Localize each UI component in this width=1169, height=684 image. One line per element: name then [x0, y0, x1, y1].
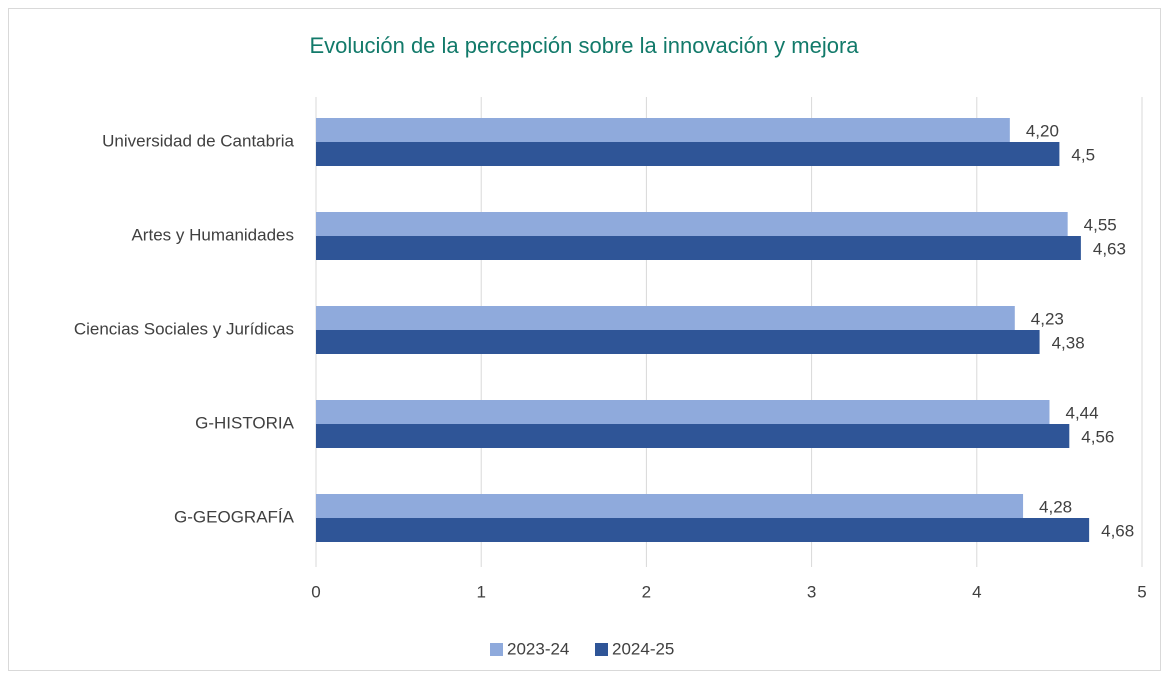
bar [316, 400, 1050, 424]
y-tick-label: G-GEOGRAFÍA [174, 507, 295, 526]
bar [316, 142, 1060, 166]
bar [316, 306, 1015, 330]
legend-label: 2023-24 [507, 639, 569, 658]
data-label: 4,44 [1065, 403, 1098, 422]
data-label: 4,56 [1081, 427, 1114, 446]
x-tick-label: 1 [476, 582, 485, 601]
bar [316, 118, 1010, 142]
y-tick-label: Universidad de Cantabria [102, 131, 294, 150]
chart-title: Evolución de la percepción sobre la inno… [309, 33, 859, 58]
bar [316, 518, 1090, 542]
bar [316, 330, 1040, 354]
legend-swatch [595, 643, 608, 656]
data-label: 4,55 [1084, 215, 1117, 234]
x-tick-label: 4 [972, 582, 981, 601]
y-tick-label: Artes y Humanidades [131, 225, 294, 244]
data-label: 4,38 [1052, 333, 1085, 352]
data-label: 4,20 [1026, 121, 1059, 140]
x-tick-label: 2 [642, 582, 651, 601]
x-tick-label: 5 [1137, 582, 1146, 601]
y-tick-label: Ciencias Sociales y Jurídicas [74, 319, 294, 338]
bar [316, 424, 1070, 448]
data-label: 4,23 [1031, 309, 1064, 328]
data-label: 4,5 [1071, 145, 1095, 164]
bar [316, 212, 1068, 236]
data-label: 4,63 [1093, 239, 1126, 258]
bar [316, 236, 1081, 260]
data-label: 4,28 [1039, 497, 1072, 516]
bar [316, 494, 1024, 518]
legend-swatch [490, 643, 503, 656]
x-tick-label: 3 [807, 582, 816, 601]
legend-label: 2024-25 [612, 639, 674, 658]
data-label: 4,68 [1101, 521, 1134, 540]
y-tick-label: G-HISTORIA [195, 413, 295, 432]
x-tick-label: 0 [311, 582, 320, 601]
